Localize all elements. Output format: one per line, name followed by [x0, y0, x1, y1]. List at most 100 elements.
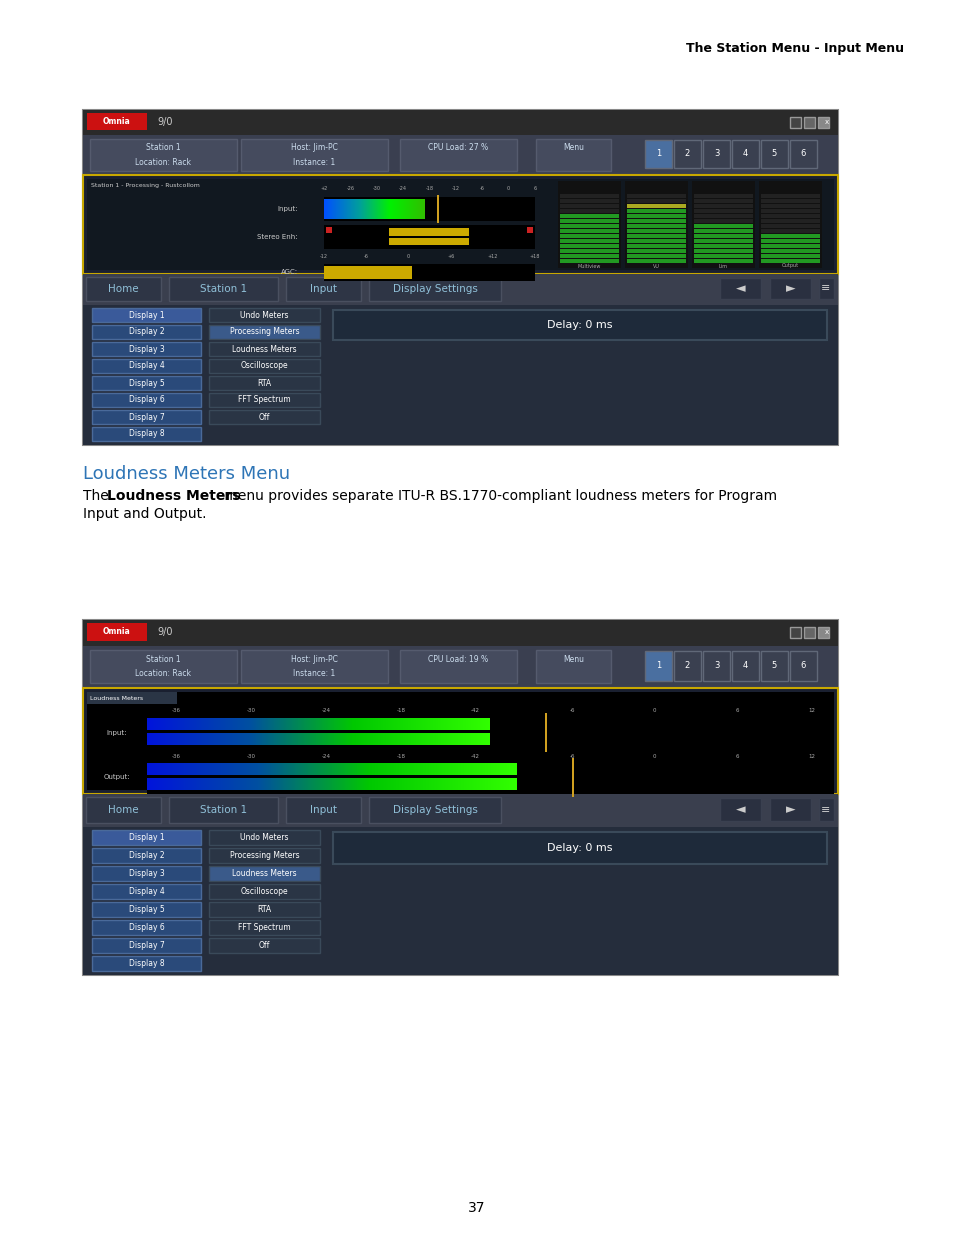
Bar	[457, 718, 458, 730]
Bar	[285, 718, 286, 730]
Bar	[369, 277, 500, 301]
Bar	[624, 182, 687, 268]
Bar	[559, 233, 618, 238]
Bar	[338, 778, 339, 790]
Bar	[194, 778, 195, 790]
Bar	[91, 884, 201, 899]
Bar	[416, 763, 417, 776]
Bar	[234, 718, 235, 730]
Bar	[212, 778, 213, 790]
Bar	[290, 763, 291, 776]
Bar	[491, 763, 492, 776]
Bar	[511, 778, 512, 790]
Bar	[760, 219, 820, 224]
Bar	[504, 778, 505, 790]
Bar	[380, 778, 381, 790]
Bar	[454, 763, 455, 776]
Bar	[452, 718, 453, 730]
Bar	[154, 778, 156, 790]
Bar	[626, 224, 685, 228]
Bar	[212, 718, 213, 730]
Bar	[253, 734, 254, 745]
Bar	[229, 718, 230, 730]
Bar	[468, 763, 469, 776]
Text: Station 1: Station 1	[146, 143, 181, 152]
Bar	[789, 627, 801, 638]
Bar	[237, 763, 239, 776]
Text: Display 8: Display 8	[129, 960, 164, 968]
Bar	[702, 140, 729, 168]
Bar	[409, 734, 410, 745]
Bar	[403, 734, 405, 745]
Bar	[333, 718, 334, 730]
Bar	[315, 718, 316, 730]
Bar	[222, 778, 223, 790]
Bar	[243, 763, 244, 776]
Bar	[336, 718, 337, 730]
Bar	[161, 718, 162, 730]
Bar	[379, 199, 380, 219]
Bar	[175, 718, 177, 730]
Bar	[172, 778, 173, 790]
Bar	[250, 763, 251, 776]
Bar	[166, 734, 167, 745]
Bar	[196, 763, 198, 776]
Bar	[382, 734, 384, 745]
Bar	[251, 763, 252, 776]
Bar	[161, 778, 162, 790]
Bar	[333, 778, 334, 790]
Bar	[322, 778, 323, 790]
Text: Display 3: Display 3	[129, 345, 164, 353]
Bar	[287, 718, 288, 730]
Bar	[153, 763, 154, 776]
Bar	[558, 182, 620, 268]
Bar	[256, 734, 257, 745]
Bar	[317, 734, 318, 745]
Bar	[350, 763, 351, 776]
Bar	[442, 734, 443, 745]
Bar	[459, 778, 460, 790]
Bar	[396, 718, 397, 730]
Bar	[477, 718, 478, 730]
Bar	[360, 778, 361, 790]
Text: 6: 6	[533, 186, 536, 191]
Bar	[252, 778, 253, 790]
Bar	[424, 778, 426, 790]
Text: -30: -30	[247, 709, 255, 714]
Bar	[224, 734, 225, 745]
Bar	[320, 778, 322, 790]
Bar	[369, 763, 370, 776]
Bar	[367, 778, 368, 790]
Bar	[358, 778, 359, 790]
Bar	[355, 734, 356, 745]
Bar	[390, 199, 391, 219]
Bar	[234, 734, 235, 745]
Bar	[559, 194, 618, 198]
Bar	[412, 763, 413, 776]
Bar	[221, 734, 222, 745]
Bar	[673, 651, 700, 680]
Bar	[222, 763, 223, 776]
Bar	[366, 763, 367, 776]
Bar	[229, 778, 230, 790]
Bar	[83, 646, 837, 688]
Bar	[693, 259, 752, 263]
Bar	[150, 718, 151, 730]
Bar	[147, 734, 148, 745]
Bar	[391, 734, 392, 745]
Bar	[241, 763, 242, 776]
Bar	[297, 763, 298, 776]
Bar	[379, 734, 380, 745]
Bar	[304, 734, 305, 745]
Bar	[244, 778, 245, 790]
Bar	[417, 778, 418, 790]
Bar	[507, 763, 509, 776]
Bar	[379, 763, 380, 776]
Bar	[179, 778, 180, 790]
Bar	[241, 140, 388, 170]
Bar	[463, 763, 464, 776]
Text: Display 6: Display 6	[129, 923, 164, 932]
Bar	[205, 763, 206, 776]
Bar	[477, 734, 478, 745]
Bar	[409, 763, 410, 776]
